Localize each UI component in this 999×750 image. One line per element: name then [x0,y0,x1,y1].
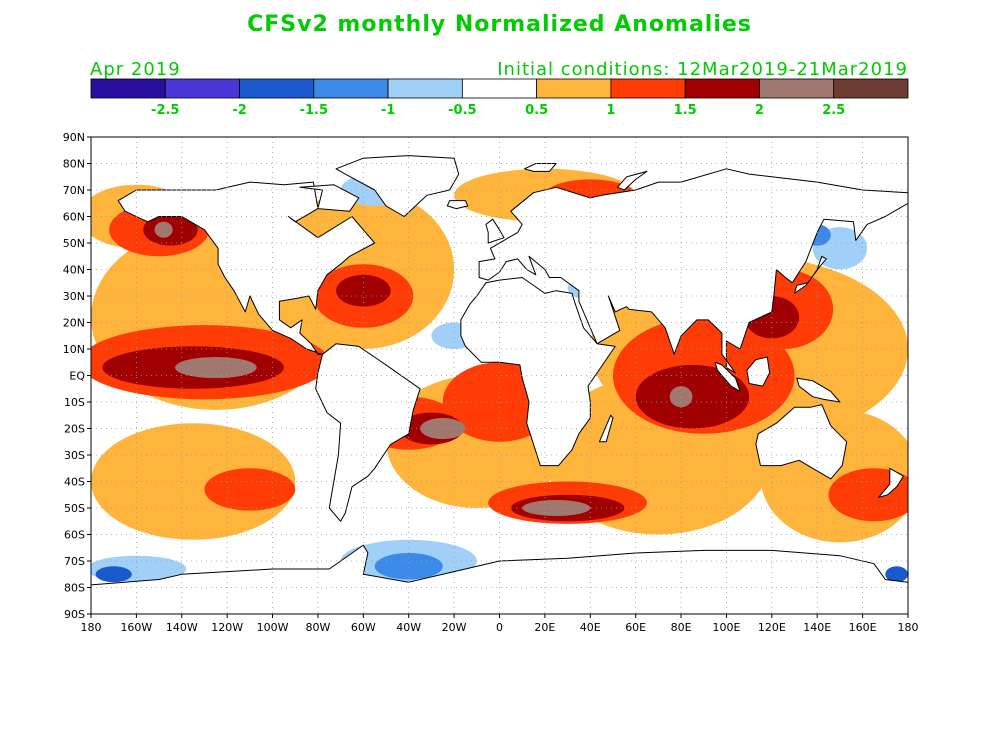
lon-label: 0 [496,621,503,634]
land-mask [91,155,908,614]
coastline [794,255,827,294]
colorbar-bin [387,78,463,99]
coastline [335,155,460,217]
lon-label: 80E [671,621,692,634]
lon-label: 60E [625,621,646,634]
lat-label: 20S [64,423,85,436]
colorbar [90,78,909,99]
colorbar-bin [536,78,612,99]
coastline [714,361,741,392]
coastline [446,200,469,210]
lon-label: 160E [849,621,877,634]
lat-label: EQ [69,370,85,383]
coastline [878,467,904,498]
colorbar-tick-label: 1.5 [674,103,697,118]
initial-conditions-label: Initial conditions: 12Mar2019-21Mar2019 [497,59,908,80]
colorbar-tick-label: 2 [755,103,764,118]
colorbar-tick-label: -1.5 [300,103,328,118]
colorbar-tick-label: 0.5 [525,103,548,118]
colorbar-bin [759,78,835,99]
lon-label: 140E [803,621,831,634]
lon-label: 120E [758,621,786,634]
longitude-labels: 180 160W 140W 120W 100W 80W 60W 40W 20W 0 20E 40E 60… [81,614,919,634]
lon-label: 180 [81,621,102,634]
lon-label: 180 [898,621,919,634]
coastline [478,168,908,374]
lat-label: 60S [64,529,85,542]
coastline [117,181,376,355]
forecast-month-label: Apr 2019 [90,59,181,80]
lon-label: 80W [306,621,331,634]
colorbar-bin [90,78,166,99]
latitude-labels: 90N 80N 70N 60N 50N 40N 30N 20N 10N EQ 10S 20S 30S 40… [63,131,91,621]
graticule [91,137,908,614]
colorbar-tick-label: -0.5 [448,103,476,118]
lon-label: 40W [396,621,421,634]
lon-label: 20E [534,621,555,634]
lat-label: 30S [64,449,85,462]
colorbar-bin [239,78,315,99]
colorbar-tick-labels: -2.5 -2 -1.5 -1 -0.5 0.5 1 1.5 2 2.5 [151,103,845,118]
coastline [755,404,848,480]
anomaly-region [374,553,443,580]
lat-label: 80S [64,582,85,595]
anomaly-region [336,274,391,307]
anomaly-region [828,468,908,522]
colorbar-tick-label: 1 [606,103,615,118]
lat-label: 70N [63,184,85,197]
lon-label: 100W [257,621,289,634]
coastline [299,184,360,212]
colorbar-tick-label: 2.5 [822,103,845,118]
lat-label: 80N [63,158,85,171]
anomaly-region [420,417,466,440]
coastline [746,356,771,387]
colorbar-bin [164,78,240,99]
anomaly-region [95,566,132,583]
lat-label: 70S [64,555,85,568]
anomaly-region [174,356,257,379]
anomaly-region [154,221,173,238]
lat-label: 10S [64,396,85,409]
map-title: CFSv2 monthly Normalized Anomalies [247,12,752,37]
lon-label: 100E [712,621,740,634]
colorbar-bin [610,78,686,99]
colorbar-bin [684,78,760,99]
lon-label: 160W [120,621,152,634]
lat-label: 30N [63,290,85,303]
lat-label: 20N [63,317,85,330]
lat-label: 50S [64,502,85,515]
colorbar-bin [461,78,538,99]
anomaly-region [204,468,296,511]
lat-label: 40N [63,264,85,277]
lat-label: 50N [63,237,85,250]
colorbar-tick-label: -2.5 [151,103,179,118]
lon-label: 140W [166,621,198,634]
coastline [315,343,421,522]
lat-label: 10N [63,343,85,356]
lat-label: 40S [64,476,85,489]
lon-label: 20W [442,621,467,634]
lon-label: 60W [351,621,376,634]
lon-label: 40E [580,621,601,634]
coastline [460,277,616,467]
lat-label: 60N [63,211,85,224]
coastline [524,163,557,172]
lat-label: 90N [63,131,85,144]
coastline [796,377,841,403]
colorbar-tick-label: -1 [381,103,395,118]
colorbar-bin [313,78,389,99]
colorbar-tick-label: -2 [232,103,246,118]
lon-label: 120W [211,621,243,634]
anomaly-region [669,386,693,408]
lat-label: 90S [64,608,85,621]
colorbar-bin [833,78,909,99]
anomaly-region [635,364,750,429]
coastline [91,544,908,614]
coastline [617,170,648,191]
anomaly-region [91,423,296,540]
anomaly-region [885,566,908,583]
